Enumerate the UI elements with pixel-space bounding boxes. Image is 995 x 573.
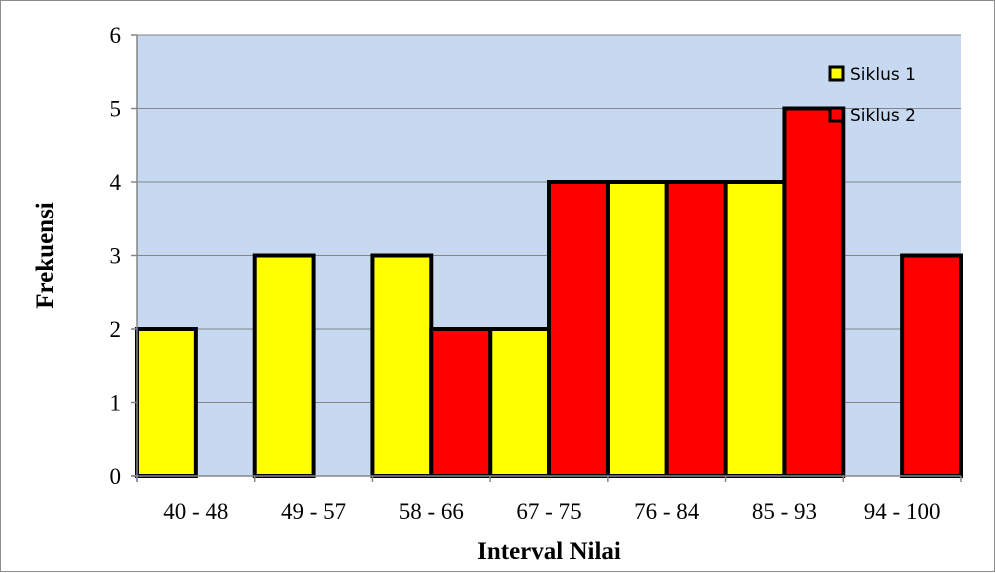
y-tick-label: 1 (110, 391, 122, 416)
axes (131, 34, 962, 482)
x-tick-label: 58 - 66 (399, 499, 464, 524)
y-tick-label: 4 (110, 170, 122, 195)
bar-siklus-2-4 (664, 180, 728, 478)
bars (135, 106, 964, 478)
y-tick-label: 6 (110, 23, 122, 48)
bar-siklus-1-2 (370, 253, 434, 478)
legend-label: Siklus 2 (850, 106, 916, 126)
bar-siklus-2-3 (547, 180, 610, 478)
bar-siklus-1-5 (723, 180, 787, 478)
tick-labels: 0 1 2 3 4 5 6 40 - 48 49 - 57 58 - 66 67 - 75 76 - … (110, 23, 941, 524)
y-tick-label: 5 (110, 97, 122, 122)
bar-siklus-1-1 (252, 253, 316, 478)
x-tick-label: 67 - 75 (516, 499, 581, 524)
x-tick-label: 40 - 48 (163, 499, 228, 524)
bar-siklus-1-0 (135, 327, 198, 478)
x-tick-label: 49 - 57 (281, 499, 346, 524)
legend-swatch (828, 65, 845, 82)
bar-siklus-2-2 (429, 327, 493, 478)
x-tick-label: 76 - 84 (634, 499, 700, 524)
bar-siklus-1-3 (488, 327, 551, 478)
y-tick-label: 0 (110, 464, 122, 489)
x-tick-label: 94 - 100 (864, 499, 941, 524)
bar-siklus-2-6 (900, 253, 964, 478)
x-axis-title: Interval Nilai (477, 538, 621, 565)
y-tick-label: 2 (110, 317, 122, 342)
legend: Siklus 1 Siklus 2 (828, 65, 916, 126)
legend-label: Siklus 1 (850, 65, 916, 85)
bar-siklus-2-5 (782, 106, 846, 478)
y-axis-title: Frekuensi (32, 202, 59, 309)
legend-swatch (828, 106, 845, 123)
bar-siklus-1-4 (605, 180, 669, 478)
x-tick-label: 85 - 93 (752, 499, 817, 524)
y-tick-label: 3 (110, 244, 122, 269)
